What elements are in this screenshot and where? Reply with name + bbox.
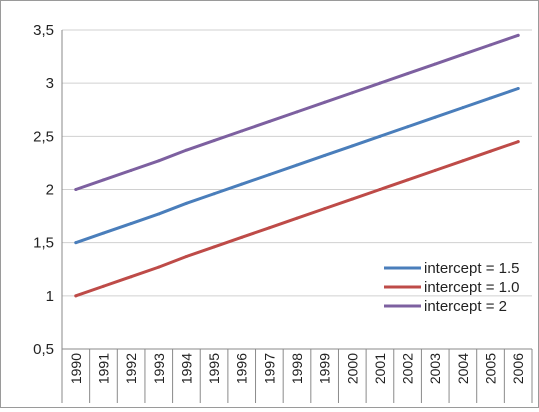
x-tick-label: 2004: [455, 353, 471, 384]
legend: intercept = 1.5 intercept = 1.0 intercept …: [384, 260, 519, 315]
x-tick-label: 1993: [151, 353, 167, 384]
axes: 0,5 1 1,5 2 2,5 3 3,5 1990 1991 1992 1993 1994 1995 1…: [33, 22, 533, 403]
data-point: [489, 96, 493, 100]
data-point: [350, 197, 354, 201]
data-point: [433, 115, 437, 119]
legend-label: intercept = 2: [424, 298, 507, 315]
data-point: [323, 207, 327, 211]
data-point: [489, 43, 493, 47]
data-point: [323, 153, 327, 157]
data-point: [461, 52, 465, 56]
data-point: [378, 81, 382, 85]
legend-label: intercept = 1.5: [424, 260, 519, 277]
data-point: [157, 159, 161, 163]
data-point: [129, 275, 133, 279]
data-point: [350, 91, 354, 95]
data-point: [240, 129, 244, 133]
data-point: [378, 188, 382, 191]
data-point: [184, 254, 188, 258]
y-tick-label: 1,5: [33, 235, 54, 252]
data-point: [406, 72, 410, 76]
data-point: [184, 201, 188, 205]
data-point: [267, 226, 271, 230]
data-point: [212, 245, 216, 249]
data-point: [240, 182, 244, 186]
y-tick-label: 3: [46, 75, 54, 92]
data-point: [489, 149, 493, 153]
data-point: [433, 168, 437, 172]
x-tick-label: 1998: [289, 353, 305, 384]
data-point: [295, 163, 299, 167]
data-point: [378, 134, 382, 138]
data-point: [101, 284, 105, 288]
x-tick-label: 2000: [344, 353, 360, 384]
data-point: [129, 222, 133, 226]
legend-label: intercept = 1.0: [424, 279, 519, 296]
data-point: [157, 265, 161, 269]
y-tick-label: 3,5: [33, 22, 54, 39]
x-tick-label: 1996: [234, 353, 250, 384]
series-lines: [74, 33, 520, 298]
y-tick-label: 2,5: [33, 128, 54, 145]
data-point: [295, 110, 299, 114]
data-point: [295, 216, 299, 220]
data-point: [516, 86, 520, 90]
y-tick-label: 0,5: [33, 341, 54, 358]
data-point: [74, 241, 78, 245]
x-tick-label: 1994: [178, 353, 194, 384]
x-tick-label: 1999: [317, 353, 333, 384]
data-point: [129, 168, 133, 172]
x-tick-label: 2003: [427, 353, 443, 384]
data-point: [101, 178, 105, 182]
x-tick-label: 1990: [68, 353, 84, 384]
x-tick-label: 1995: [206, 353, 222, 384]
x-tick-label: 1991: [95, 353, 111, 384]
data-point: [184, 148, 188, 152]
data-point: [350, 144, 354, 148]
data-point: [240, 235, 244, 239]
data-point: [74, 294, 78, 298]
data-point: [433, 62, 437, 66]
x-tick-label: 2005: [483, 353, 499, 384]
data-point: [406, 125, 410, 129]
data-point: [323, 100, 327, 104]
data-point: [267, 173, 271, 177]
x-tick-label: 2001: [372, 353, 388, 384]
x-tick-label: 1997: [261, 353, 277, 384]
data-point: [212, 192, 216, 196]
y-tick-label: 2: [46, 182, 54, 199]
data-point: [74, 188, 78, 191]
data-point: [406, 178, 410, 182]
data-point: [101, 231, 105, 235]
data-point: [157, 212, 161, 216]
gridlines: [62, 29, 532, 297]
data-point: [267, 119, 271, 123]
y-tick-label: 1: [46, 288, 54, 305]
x-tick-label: 2006: [510, 353, 526, 384]
data-point: [516, 33, 520, 37]
data-point: [461, 159, 465, 163]
data-point: [461, 106, 465, 110]
x-tick-label: 1992: [123, 353, 139, 384]
data-point: [516, 140, 520, 144]
data-point: [212, 139, 216, 143]
x-tick-label: 2002: [400, 353, 416, 384]
